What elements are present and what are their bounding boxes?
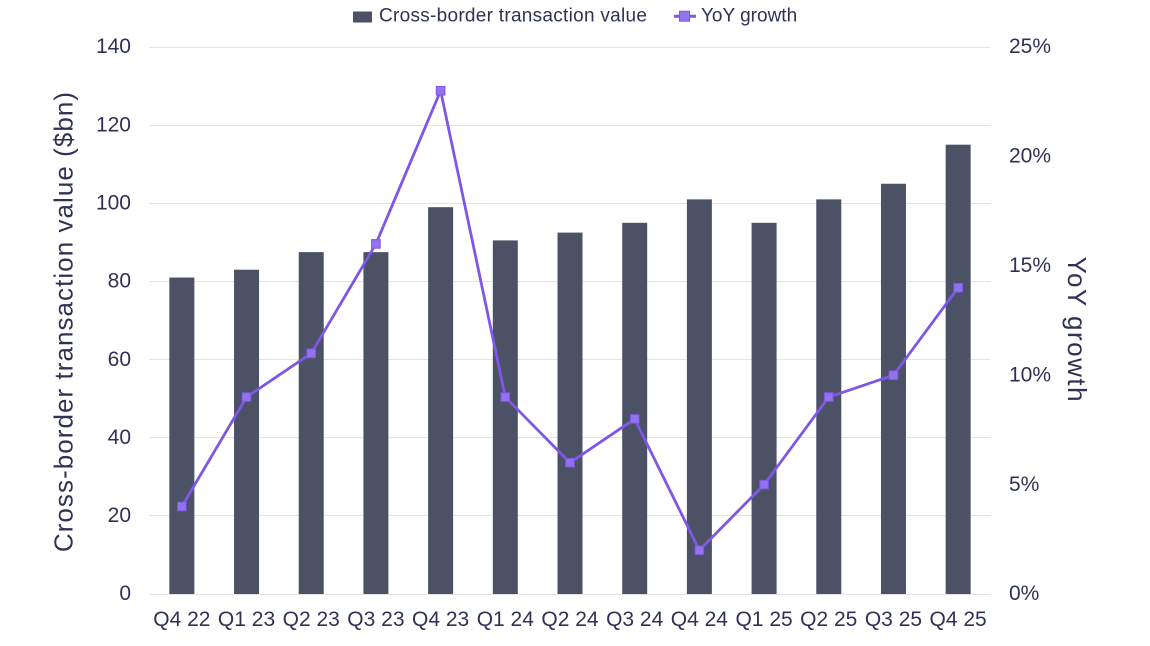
svg-text:20: 20: [108, 504, 131, 527]
svg-text:100: 100: [96, 191, 131, 214]
svg-text:20%: 20%: [1009, 145, 1051, 168]
svg-text:120: 120: [96, 113, 131, 136]
svg-text:Q2 25: Q2 25: [800, 608, 857, 631]
svg-text:Q1 25: Q1 25: [735, 608, 792, 631]
svg-text:5%: 5%: [1009, 473, 1039, 496]
svg-text:Q4 24: Q4 24: [671, 608, 729, 631]
svg-text:Q3 25: Q3 25: [865, 608, 922, 631]
svg-text:Q1 24: Q1 24: [477, 608, 535, 631]
svg-text:Q1 23: Q1 23: [218, 608, 275, 631]
svg-text:60: 60: [108, 348, 131, 371]
svg-text:80: 80: [108, 270, 131, 293]
svg-text:Q2 23: Q2 23: [283, 608, 340, 631]
svg-text:YoY growth: YoY growth: [1062, 257, 1092, 404]
svg-text:25%: 25%: [1009, 35, 1051, 58]
svg-text:Cross-border transaction value: Cross-border transaction value: [379, 6, 647, 27]
svg-text:Q2 24: Q2 24: [541, 608, 599, 631]
svg-text:40: 40: [108, 426, 131, 449]
svg-text:0%: 0%: [1009, 582, 1039, 605]
svg-text:Q3 24: Q3 24: [606, 608, 664, 631]
svg-text:15%: 15%: [1009, 254, 1051, 277]
svg-text:Cross-border transaction value: Cross-border transaction value ($bn): [49, 91, 79, 552]
svg-text:140: 140: [96, 35, 131, 58]
svg-text:YoY growth: YoY growth: [701, 6, 797, 27]
svg-text:10%: 10%: [1009, 363, 1051, 386]
svg-text:0: 0: [119, 582, 131, 605]
svg-text:Q4 22: Q4 22: [153, 608, 210, 631]
svg-text:Q4 23: Q4 23: [412, 608, 469, 631]
svg-text:Q4 25: Q4 25: [930, 608, 987, 631]
svg-text:Q3 23: Q3 23: [347, 608, 404, 631]
